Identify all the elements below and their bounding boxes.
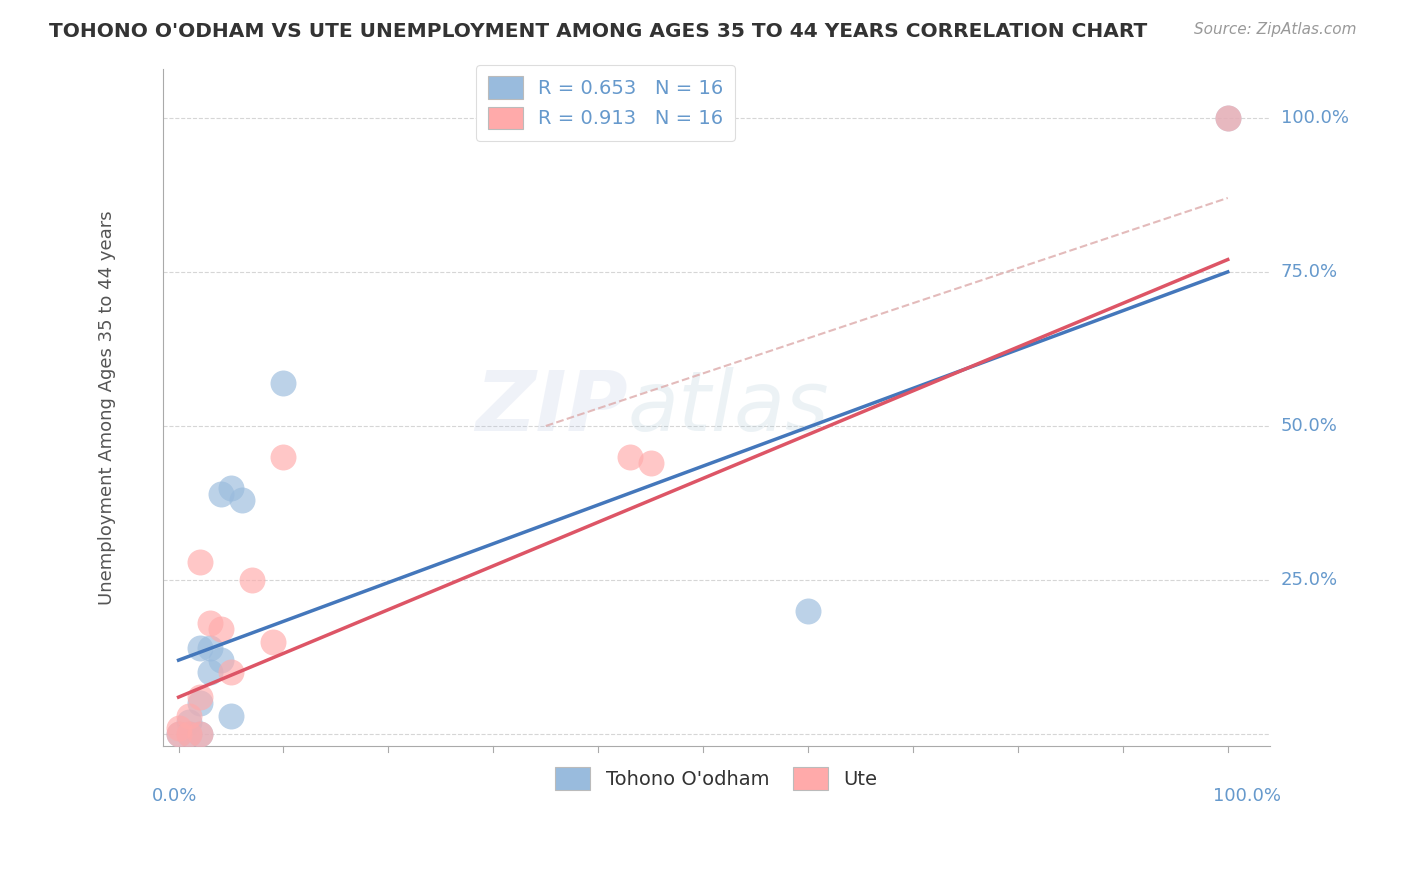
Point (167, 727, 190, 741)
Point (177, 727, 200, 741)
Point (240, 573, 263, 587)
Point (188, 727, 211, 741)
Point (1216, 111, 1239, 125)
Text: 50.0%: 50.0% (1281, 417, 1337, 435)
Point (177, 714, 200, 729)
Text: 0.0%: 0.0% (152, 787, 197, 805)
Point (188, 696, 211, 710)
Point (167, 721, 190, 735)
Point (209, 487, 232, 501)
Point (797, 604, 820, 618)
Point (198, 616, 221, 631)
Point (219, 665, 242, 680)
Text: 75.0%: 75.0% (1281, 263, 1339, 281)
Point (188, 555, 211, 569)
Text: Source: ZipAtlas.com: Source: ZipAtlas.com (1194, 22, 1357, 37)
Point (273, 450, 295, 464)
Point (219, 708, 242, 723)
Point (188, 640, 211, 655)
Point (188, 727, 211, 741)
Text: Unemployment Among Ages 35 to 44 years: Unemployment Among Ages 35 to 44 years (98, 211, 117, 605)
Point (209, 623, 232, 637)
Point (177, 708, 200, 723)
Point (640, 456, 662, 470)
Point (262, 634, 284, 648)
Point (167, 727, 190, 741)
Text: atlas: atlas (627, 367, 830, 448)
Text: 100.0%: 100.0% (1281, 109, 1348, 127)
Text: ZIP: ZIP (475, 367, 627, 448)
Point (273, 376, 295, 390)
Point (177, 727, 200, 741)
Text: 25.0%: 25.0% (1281, 571, 1339, 589)
Point (209, 653, 232, 667)
Text: 100.0%: 100.0% (1213, 787, 1281, 805)
Text: TOHONO O'ODHAM VS UTE UNEMPLOYMENT AMONG AGES 35 TO 44 YEARS CORRELATION CHART: TOHONO O'ODHAM VS UTE UNEMPLOYMENT AMONG… (49, 22, 1147, 41)
Point (219, 481, 242, 495)
Point (619, 450, 641, 464)
Point (1216, 111, 1239, 125)
Point (198, 640, 221, 655)
Legend: Tohono O'odham, Ute: Tohono O'odham, Ute (547, 760, 884, 797)
Point (188, 690, 211, 705)
Point (198, 665, 221, 680)
Point (231, 492, 253, 507)
